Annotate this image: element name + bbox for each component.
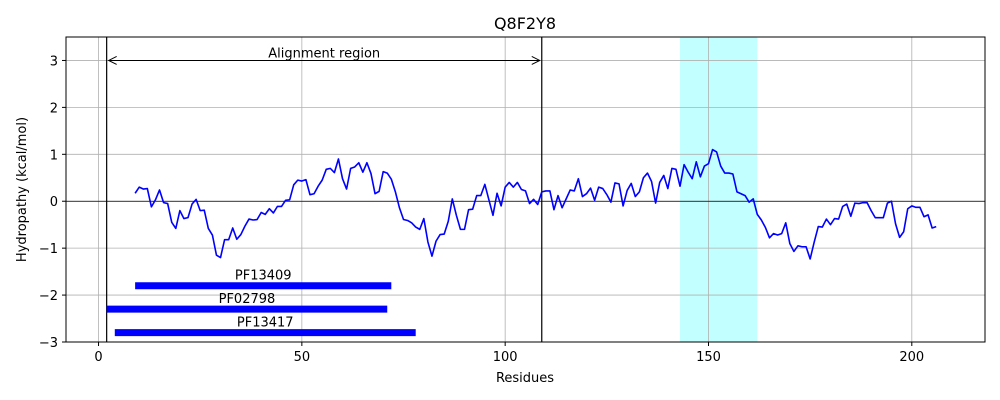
plot-area: Alignment region PF13409 PF02798 PF13417 0 50…: [39, 36, 986, 365]
y-tick-label: 2: [50, 101, 58, 116]
domain-label-pf02798: PF02798: [219, 292, 276, 307]
alignment-label: Alignment region: [268, 46, 380, 61]
hydropathy-series-line: [134, 148, 937, 260]
x-tick-label: 0: [94, 350, 102, 365]
domain-label-pf13417: PF13417: [237, 316, 294, 331]
x-tick-label: 150: [696, 350, 721, 365]
alignment-arrow-left-head: [107, 56, 117, 65]
chart-title: Q8F2Y8: [494, 14, 556, 33]
x-tick-label: 200: [899, 350, 924, 365]
x-axis-label: Residues: [496, 371, 554, 386]
x-tick-label: 50: [294, 350, 311, 365]
alignment-arrow-right-head: [531, 56, 541, 65]
axes-frame: [65, 36, 986, 343]
x-tick-label: 100: [493, 350, 518, 365]
y-tick-label: −2: [39, 289, 58, 304]
y-tick-label: −3: [39, 336, 58, 351]
y-tick-label: 3: [50, 54, 58, 69]
y-tick-label: −1: [39, 242, 58, 257]
y-axis-label: Hydropathy (kcal/mol): [15, 117, 30, 262]
y-tick-label: 1: [50, 148, 58, 163]
domain-label-pf13409: PF13409: [235, 269, 292, 284]
highlight-region: [680, 37, 758, 342]
y-tick-label: 0: [50, 195, 58, 210]
